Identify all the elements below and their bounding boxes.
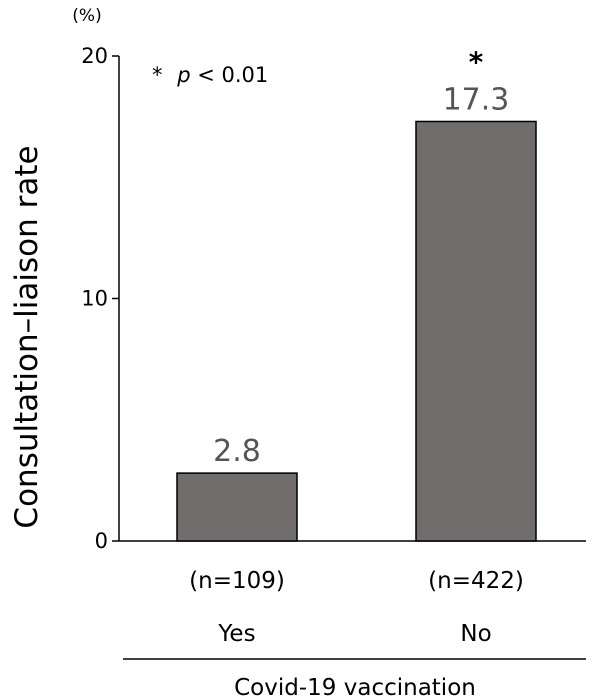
significance-star: * <box>469 45 484 78</box>
bar-value-label: 2.8 <box>213 434 261 469</box>
category-label: No <box>460 621 491 647</box>
category-label: Yes <box>217 621 255 647</box>
y-tick-label: 20 <box>81 44 108 68</box>
bar-no <box>415 120 537 542</box>
annotation-star: * <box>152 63 163 87</box>
bar-labels-group: 2.8 (n=109) Yes 17.3 * (n=422) No <box>189 45 524 647</box>
y-axis-unit: (%) <box>72 6 101 26</box>
y-tick-label: 10 <box>81 287 108 311</box>
sample-size-label: (n=422) <box>428 568 524 594</box>
y-axis-ticks: 0 10 20 <box>81 44 119 553</box>
sample-size-label: (n=109) <box>189 568 285 594</box>
annotation-p-symbol: p <box>176 63 190 87</box>
y-axis-title: Consultation–liaison rate <box>9 145 45 528</box>
bars-group <box>176 120 537 542</box>
bar-yes <box>176 472 298 542</box>
annotation-comparison: < 0.01 <box>197 63 268 87</box>
bar-value-label: 17.3 <box>443 82 510 117</box>
y-tick-label: 0 <box>95 529 108 553</box>
x-axis-title: Covid-19 vaccination <box>234 675 476 700</box>
significance-annotation: * p < 0.01 <box>152 63 268 87</box>
